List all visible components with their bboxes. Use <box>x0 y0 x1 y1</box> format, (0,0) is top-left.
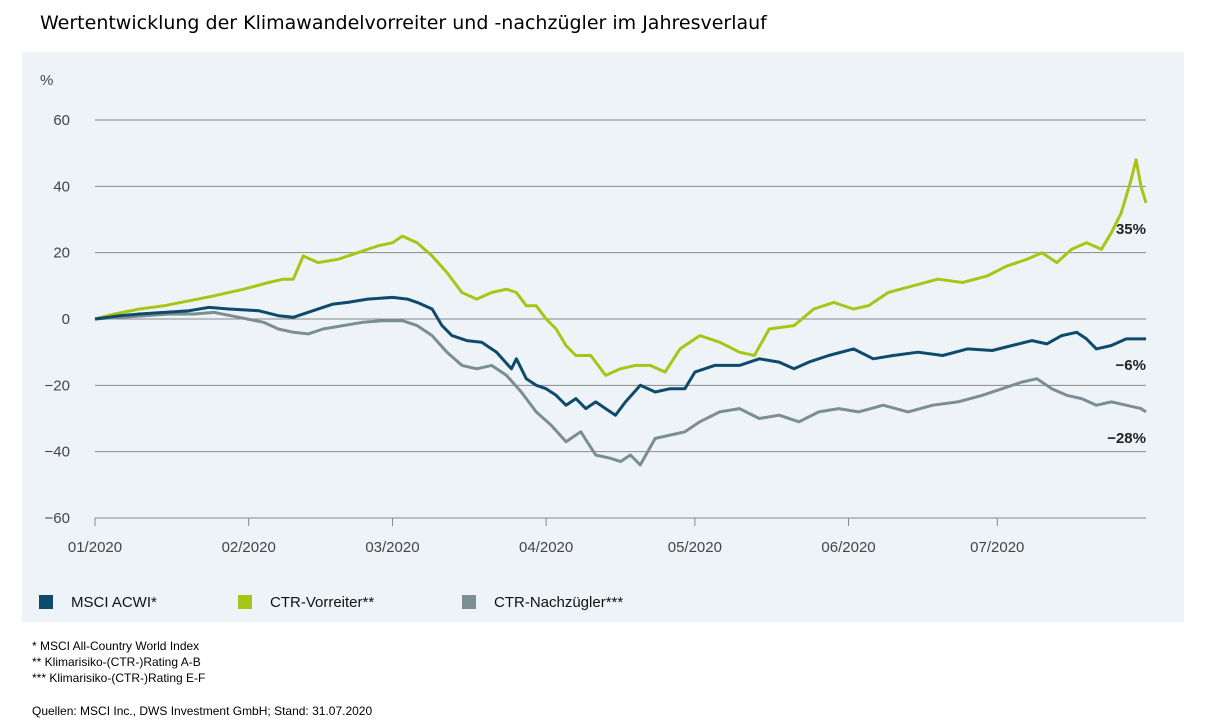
x-tick-label: 06/2020 <box>821 539 875 556</box>
y-tick-label: 60 <box>53 112 70 129</box>
x-tick-label: 02/2020 <box>222 539 276 556</box>
chart-title: Wertentwicklung der Klimawandelvorreiter… <box>40 12 767 34</box>
axes: % 60 40 20 0 −20 −40 −60 01/2020 02/2020 03/2020 04… <box>40 72 1024 556</box>
source-note: Quellen: MSCI Inc., DWS Investment GmbH;… <box>32 704 373 718</box>
y-tick-label: −20 <box>45 377 70 394</box>
y-tick-label: 0 <box>62 311 70 328</box>
y-tick-label: −40 <box>45 444 70 461</box>
footnote-vorreiter: ** Klimarisiko-(CTR-)Rating A-B <box>32 655 201 669</box>
x-tick-label: 05/2020 <box>668 539 722 556</box>
legend-label: CTR-Nachzügler*** <box>494 594 623 611</box>
series-end-label: −28% <box>1107 430 1146 447</box>
gridlines <box>95 119 1146 519</box>
y-tick-label: 40 <box>53 178 70 195</box>
x-tick-label: 07/2020 <box>970 539 1024 556</box>
y-tick-label: 20 <box>53 245 70 262</box>
x-tick-label: 03/2020 <box>365 539 419 556</box>
series-end-label: −6% <box>1116 357 1146 374</box>
end-labels: −6% 35% −28% <box>1107 221 1146 447</box>
legend-label: MSCI ACWI* <box>71 594 157 611</box>
legend-label: CTR-Vorreiter** <box>270 594 374 611</box>
legend: MSCI ACWI* CTR-Vorreiter** CTR-Nachzügler*… <box>39 594 623 611</box>
line-chart: % 60 40 20 0 −20 −40 −60 01/2020 02/2020 03/2020 04… <box>39 72 1148 611</box>
y-axis-unit-label: % <box>40 72 53 89</box>
legend-swatch <box>238 595 252 609</box>
series-line <box>94 158 1148 377</box>
y-tick-label: −60 <box>45 510 70 527</box>
legend-swatch <box>39 595 53 609</box>
footnote-msci: * MSCI All-Country World Index <box>32 639 200 653</box>
series-end-label: 35% <box>1116 221 1146 238</box>
x-tick-label: 01/2020 <box>68 539 122 556</box>
series-line <box>94 310 1147 467</box>
footnotes: * MSCI All-Country World Index ** Klimar… <box>32 638 205 686</box>
series-lines <box>94 158 1148 467</box>
legend-swatch <box>462 595 476 609</box>
footnote-nachzuegler: *** Klimarisiko-(CTR-)Rating E-F <box>32 671 206 685</box>
x-tick-label: 04/2020 <box>519 539 573 556</box>
chart-panel <box>22 52 1184 622</box>
series-line <box>94 295 1146 417</box>
